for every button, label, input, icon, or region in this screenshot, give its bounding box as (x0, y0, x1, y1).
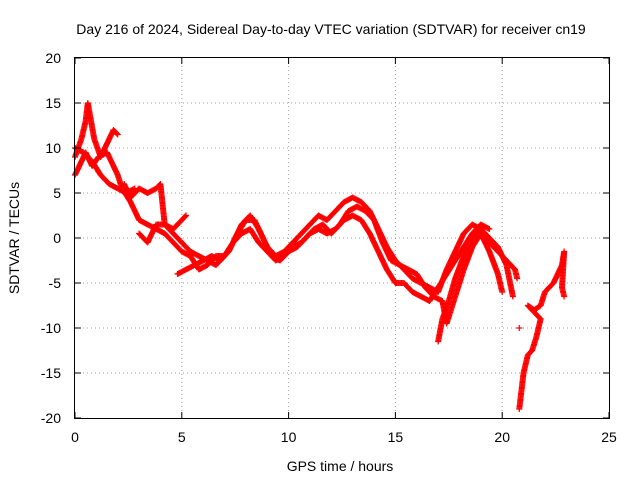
y-axis-title: SDTVAR / TECUs (6, 182, 22, 294)
x-tick-label: 15 (388, 429, 404, 445)
data-point (561, 293, 568, 300)
x-axis-title: GPS time / hours (287, 458, 394, 474)
data-point (113, 130, 120, 137)
data-point (486, 226, 493, 232)
x-tick-label: 0 (71, 429, 79, 445)
data-points (72, 100, 568, 412)
data-point (114, 131, 121, 138)
x-tick-label: 10 (281, 429, 297, 445)
grid (75, 58, 609, 418)
y-tick-label: 5 (53, 185, 61, 201)
x-tick-label: 25 (601, 429, 617, 445)
y-tick-label: -15 (41, 365, 61, 381)
y-tick-label: -20 (41, 410, 61, 426)
data-point (514, 275, 521, 282)
data-point (182, 213, 189, 220)
chart-title: Day 216 of 2024, Sidereal Day-to-day VTE… (76, 21, 586, 37)
x-tick-label: 20 (494, 429, 510, 445)
y-tick-label: 20 (45, 50, 61, 66)
y-tick-label: 15 (45, 95, 61, 111)
y-tick-label: -10 (41, 320, 61, 336)
y-tick-label: 10 (45, 140, 61, 156)
data-point (183, 212, 190, 219)
plot-frame (74, 57, 610, 419)
axis-ticks: 0 5 10 15 20 25 -20 -15 -10 -5 0 5 10 15 20 (41, 50, 617, 445)
data-point (131, 185, 138, 192)
data-point (499, 289, 506, 295)
data-point (509, 293, 516, 300)
x-tick-label: 5 (178, 429, 186, 445)
y-tick-label: 0 (53, 230, 61, 246)
y-tick-label: -5 (49, 275, 62, 291)
data-point (516, 325, 523, 331)
